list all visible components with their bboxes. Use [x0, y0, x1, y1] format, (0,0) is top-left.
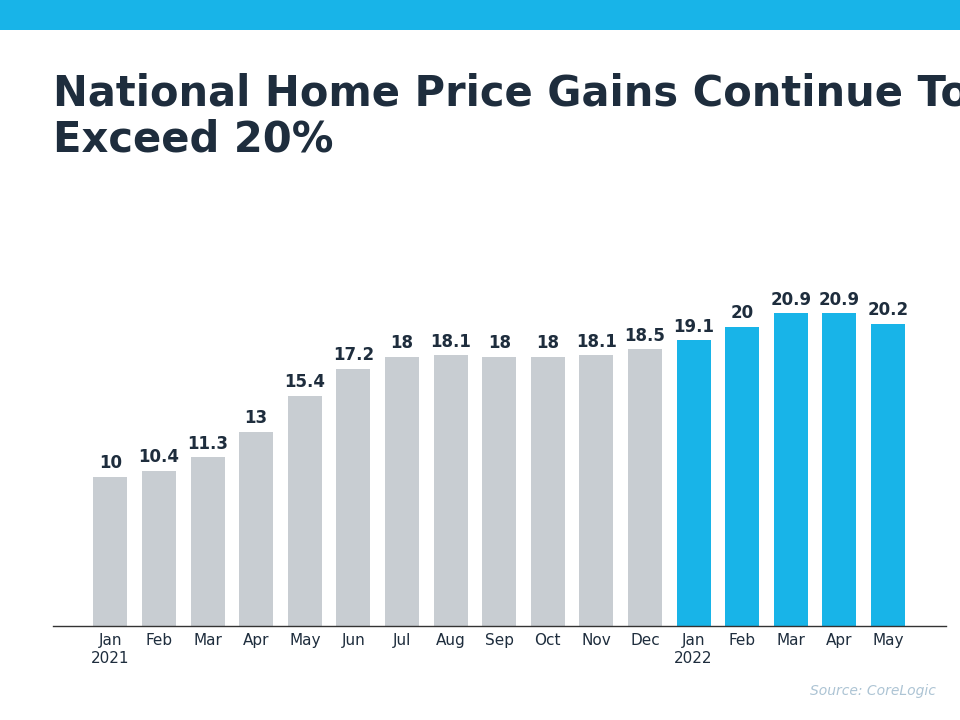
Bar: [871, 324, 905, 626]
Text: 18.1: 18.1: [576, 333, 617, 351]
Bar: [434, 356, 468, 626]
Text: 18: 18: [488, 334, 511, 352]
Text: 18.5: 18.5: [625, 327, 665, 345]
Text: 13: 13: [245, 409, 268, 427]
Text: 18: 18: [391, 334, 414, 352]
Bar: [725, 327, 759, 626]
Text: 10: 10: [99, 454, 122, 472]
Text: 10.4: 10.4: [138, 448, 180, 466]
Bar: [191, 457, 225, 626]
Bar: [336, 369, 371, 626]
Text: 19.1: 19.1: [673, 318, 714, 336]
Text: 20.2: 20.2: [868, 302, 908, 320]
Bar: [823, 313, 856, 626]
Bar: [288, 396, 322, 626]
Text: 20.9: 20.9: [770, 291, 811, 309]
Text: 17.2: 17.2: [333, 346, 374, 364]
Bar: [774, 313, 807, 626]
Text: 18: 18: [537, 334, 560, 352]
Text: 20: 20: [731, 305, 754, 323]
Text: 11.3: 11.3: [187, 435, 228, 453]
Bar: [531, 357, 564, 626]
Text: National Home Price Gains Continue To
Exceed 20%: National Home Price Gains Continue To Ex…: [53, 72, 960, 161]
Text: 15.4: 15.4: [284, 373, 325, 391]
Bar: [628, 349, 662, 626]
Text: 18.1: 18.1: [430, 333, 471, 351]
Bar: [385, 357, 419, 626]
Bar: [580, 356, 613, 626]
Text: Source: CoreLogic: Source: CoreLogic: [810, 685, 936, 698]
Bar: [482, 357, 516, 626]
Bar: [142, 471, 176, 626]
Bar: [239, 432, 274, 626]
Text: 20.9: 20.9: [819, 291, 860, 309]
Bar: [677, 341, 710, 626]
Bar: [93, 477, 128, 626]
